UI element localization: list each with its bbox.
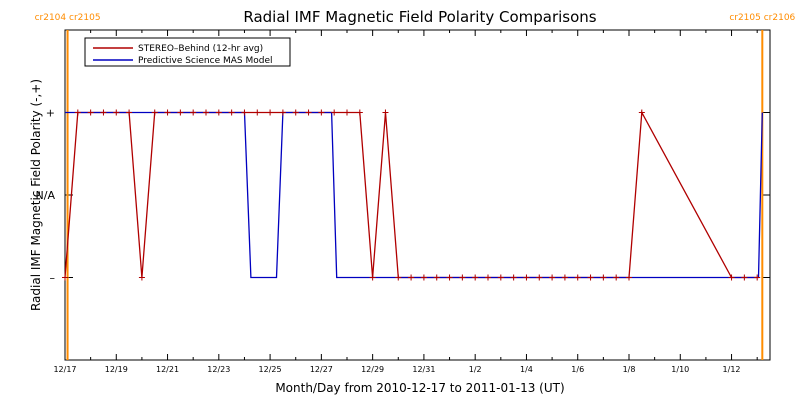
data-point-stereo: [613, 274, 620, 281]
data-point-stereo: [433, 274, 440, 281]
chart-title: Radial IMF Magnetic Field Polarity Compa…: [243, 8, 596, 26]
data-point-stereo: [459, 274, 466, 281]
x-tick-label: 1/6: [571, 365, 584, 374]
data-point-stereo: [523, 274, 530, 281]
data-point-stereo: [74, 109, 81, 116]
carrington-marker-label: cr2105 cr2106: [729, 13, 795, 23]
data-point-stereo: [292, 109, 299, 116]
data-point-stereo: [151, 109, 158, 116]
data-point-stereo: [241, 109, 248, 116]
data-point-stereo: [279, 109, 286, 116]
x-tick-label: 1/12: [723, 365, 741, 374]
data-point-stereo: [626, 274, 632, 281]
data-point-stereo: [331, 109, 338, 116]
plot-frame: [64, 29, 771, 361]
data-point-stereo: [87, 109, 94, 116]
x-tick-label: 12/23: [207, 365, 230, 374]
data-point-stereo: [228, 109, 235, 116]
x-tick-label: 12/27: [310, 365, 333, 374]
data-point-stereo: [549, 274, 556, 281]
data-point-stereo: [62, 274, 68, 281]
x-tick-label: 1/2: [469, 365, 482, 374]
carrington-marker-label: cr2104 cr2105: [35, 13, 101, 23]
legend-label-stereo: STEREO–Behind (12-hr avg): [138, 44, 263, 54]
data-point-stereo: [510, 274, 517, 281]
x-tick-label: 12/31: [412, 365, 435, 374]
data-point-stereo: [369, 274, 376, 281]
x-tick-label: 12/21: [156, 365, 179, 374]
data-point-stereo: [754, 274, 761, 281]
data-point-stereo: [164, 109, 171, 116]
data-point-stereo: [600, 274, 607, 281]
data-point-stereo: [497, 274, 504, 281]
data-point-stereo: [203, 109, 209, 116]
data-point-stereo: [344, 109, 350, 116]
data-point-stereo: [215, 109, 222, 116]
x-tick-label: 1/8: [623, 365, 636, 374]
x-tick-label: 12/17: [53, 365, 76, 374]
y-tick-label: N/A: [36, 189, 56, 202]
legend: STEREO–Behind (12-hr avg) Predictive Sci…: [84, 37, 291, 67]
x-tick-label: 1/4: [520, 365, 533, 374]
data-point-stereo: [254, 109, 261, 116]
x-tick-label: 12/29: [361, 365, 384, 374]
data-point-stereo: [395, 274, 402, 281]
x-tick-label: 12/25: [259, 365, 282, 374]
series-line-model: [65, 111, 763, 279]
data-point-stereo: [126, 109, 133, 116]
y-axis-label: Radial IMF Magnetic Field Polarity (-,+): [29, 79, 43, 311]
legend-box: [84, 37, 291, 67]
data-point-stereo: [100, 109, 107, 116]
data-point-stereo: [536, 274, 543, 281]
data-point-stereo: [138, 274, 145, 281]
data-point-stereo: [305, 109, 312, 116]
data-point-stereo: [574, 274, 581, 281]
data-point-stereo: [382, 109, 389, 116]
y-tick-label: +: [46, 107, 55, 120]
data-point-stereo: [728, 274, 735, 281]
data-point-stereo: [356, 109, 363, 116]
legend-label-model: Predictive Science MAS Model: [138, 56, 273, 66]
data-point-stereo: [190, 109, 197, 116]
data-point-stereo: [267, 109, 274, 116]
x-tick-label: 1/10: [671, 365, 689, 374]
data-point-stereo: [420, 274, 427, 281]
series-line-stereo: [64, 110, 758, 279]
data-point-stereo: [113, 109, 120, 116]
data-point-stereo: [638, 109, 645, 116]
data-point-stereo: [177, 109, 184, 116]
y-tick-label: –: [50, 272, 56, 285]
data-point-stereo: [446, 274, 453, 281]
x-tick-label: 12/19: [105, 365, 128, 374]
data-point-stereo: [485, 274, 491, 281]
data-point-stereo: [741, 274, 748, 281]
data-point-stereo: [318, 109, 325, 116]
data-point-stereo: [587, 274, 594, 281]
data-point-stereo: [472, 274, 479, 281]
data-point-stereo: [561, 274, 568, 281]
data-point-stereo: [408, 274, 415, 281]
x-axis-label: Month/Day from 2010-12-17 to 2011-01-13 …: [275, 381, 564, 395]
